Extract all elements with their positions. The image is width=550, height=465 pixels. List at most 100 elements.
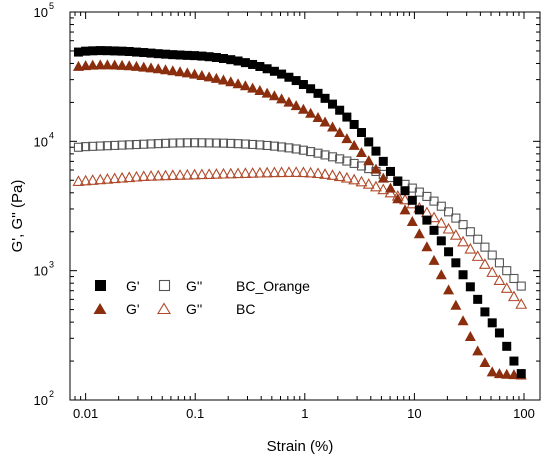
data-point bbox=[232, 167, 244, 179]
data-point bbox=[269, 66, 279, 76]
data-point bbox=[81, 142, 91, 152]
data-point bbox=[139, 139, 149, 149]
data-point bbox=[465, 227, 475, 237]
data-point bbox=[102, 46, 112, 56]
y-axis-label: G', G'' (Pa) bbox=[9, 180, 26, 253]
data-point bbox=[95, 46, 105, 56]
data-point bbox=[94, 59, 106, 70]
series-square-filled-bc-orange bbox=[73, 46, 526, 379]
data-point bbox=[436, 236, 446, 246]
data-point bbox=[139, 48, 149, 58]
data-point bbox=[414, 205, 424, 215]
data-point bbox=[268, 166, 281, 178]
data-point bbox=[312, 167, 324, 179]
data-point bbox=[182, 50, 192, 60]
data-point bbox=[355, 146, 367, 157]
data-point bbox=[255, 140, 265, 150]
data-marks bbox=[72, 46, 528, 380]
data-point bbox=[174, 169, 186, 180]
data-point bbox=[334, 127, 346, 138]
data-point bbox=[261, 87, 273, 98]
legend-label-gprime: G' bbox=[126, 301, 140, 317]
data-point bbox=[473, 234, 483, 244]
data-point bbox=[333, 170, 346, 182]
data-point bbox=[130, 170, 143, 182]
data-point bbox=[444, 207, 454, 217]
data-point bbox=[450, 299, 462, 310]
data-point bbox=[393, 176, 403, 186]
legend-label-bc-orange: BC_Orange bbox=[236, 278, 310, 294]
data-point bbox=[342, 112, 352, 122]
data-point bbox=[486, 266, 499, 277]
data-point bbox=[399, 204, 411, 215]
data-point bbox=[240, 139, 250, 149]
data-point bbox=[239, 80, 251, 91]
data-point bbox=[87, 59, 99, 70]
data-point bbox=[378, 156, 388, 166]
data-point bbox=[131, 47, 141, 57]
data-point bbox=[217, 167, 230, 179]
y-tick-label: 10 bbox=[34, 134, 48, 149]
data-point bbox=[225, 76, 237, 87]
x-tick-label: 10 bbox=[407, 406, 421, 421]
data-point bbox=[247, 82, 259, 93]
y-tick-exponent: 2 bbox=[49, 389, 54, 399]
data-point bbox=[204, 52, 214, 62]
data-point bbox=[203, 71, 215, 82]
legend-label-gprime: G' bbox=[126, 278, 140, 294]
data-point bbox=[261, 166, 274, 178]
data-point bbox=[204, 138, 214, 148]
data-point bbox=[145, 62, 157, 73]
data-point bbox=[348, 173, 361, 185]
y-tick-exponent: 3 bbox=[49, 260, 54, 270]
data-point bbox=[117, 46, 127, 56]
data-point bbox=[356, 128, 366, 138]
data-point bbox=[240, 58, 250, 68]
x-axis-label: Strain (%) bbox=[267, 438, 334, 455]
legend-label-bc: BC bbox=[236, 301, 255, 317]
data-point bbox=[443, 284, 455, 295]
data-point bbox=[253, 166, 266, 178]
data-point bbox=[116, 171, 129, 183]
data-point bbox=[226, 55, 236, 65]
data-point bbox=[422, 215, 432, 225]
data-point bbox=[306, 147, 316, 157]
data-point bbox=[494, 328, 504, 338]
data-point bbox=[195, 168, 208, 180]
data-point bbox=[224, 167, 237, 179]
data-point bbox=[197, 138, 207, 148]
data-point bbox=[501, 368, 513, 379]
data-point bbox=[282, 166, 295, 177]
data-point bbox=[429, 196, 439, 206]
data-point bbox=[326, 169, 339, 180]
data-point bbox=[451, 213, 461, 223]
data-point bbox=[174, 66, 186, 77]
data-point bbox=[109, 59, 121, 70]
legend: G' G'' BC_Orange G' G'' BC bbox=[93, 278, 310, 317]
data-point bbox=[508, 369, 520, 380]
data-point bbox=[319, 168, 331, 179]
data-point bbox=[342, 156, 352, 166]
data-point bbox=[254, 85, 266, 96]
data-point bbox=[152, 169, 165, 181]
data-point bbox=[421, 241, 433, 252]
data-point bbox=[124, 140, 134, 150]
data-point bbox=[370, 163, 382, 174]
data-point bbox=[116, 59, 128, 70]
data-point bbox=[494, 258, 504, 268]
data-point bbox=[210, 72, 222, 83]
legend-marker-triangle-open bbox=[157, 302, 171, 315]
data-point bbox=[305, 107, 317, 118]
x-tick-label: 100 bbox=[513, 406, 535, 421]
data-point bbox=[363, 155, 375, 166]
data-point bbox=[298, 80, 308, 90]
data-point bbox=[175, 50, 185, 60]
series-triangle-open-bc bbox=[72, 166, 528, 309]
data-point bbox=[181, 67, 193, 78]
data-point bbox=[86, 174, 99, 185]
data-point bbox=[146, 139, 156, 149]
data-point bbox=[72, 175, 85, 186]
data-point bbox=[291, 144, 301, 154]
data-point bbox=[290, 166, 303, 177]
